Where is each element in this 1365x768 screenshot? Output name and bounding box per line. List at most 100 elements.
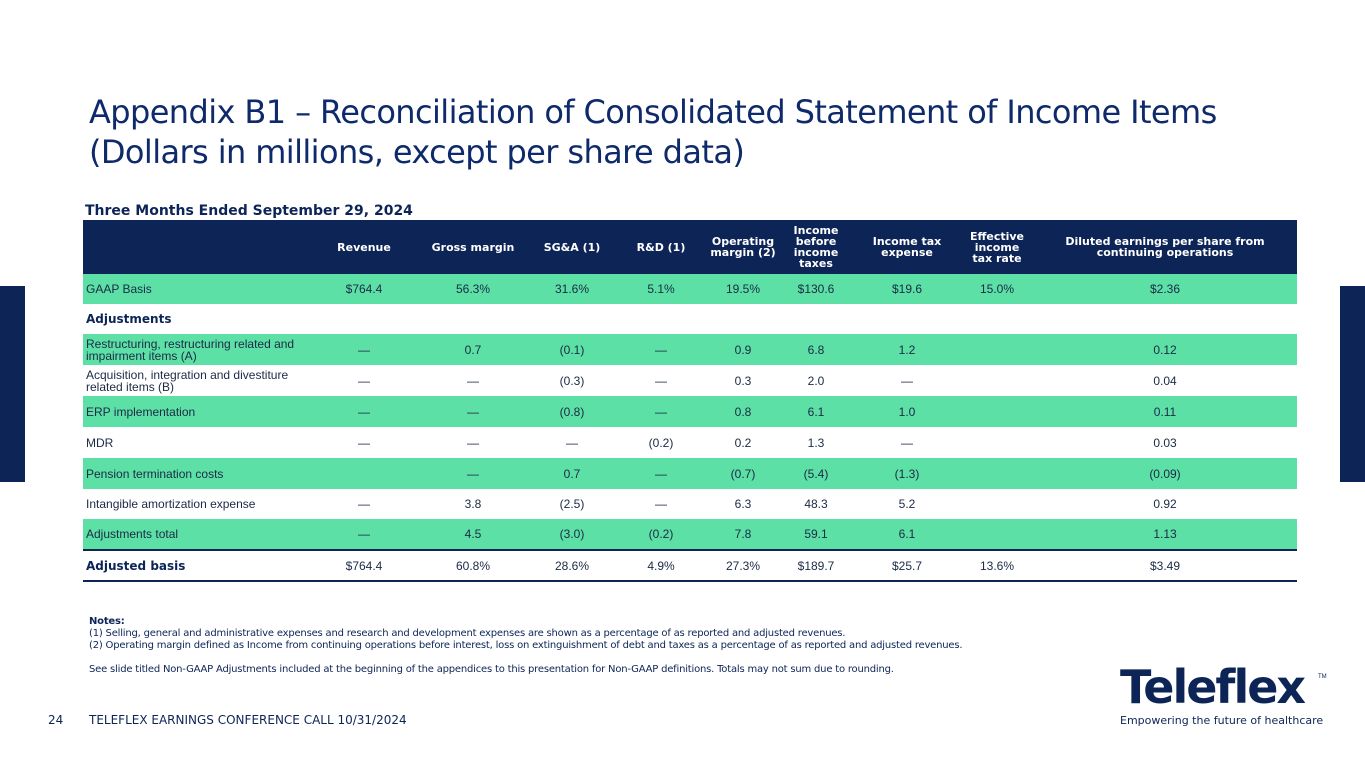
cell-income-before-taxes: $189.7 [779,550,853,582]
note-see-slide: See slide titled Non-GAAP Adjustments in… [89,664,894,675]
row-label: Pension termination costs [83,458,311,489]
cell-revenue: $764.4 [311,550,417,582]
logo-tagline: Empowering the future of healthcare [1120,714,1324,727]
table-row-intangible-amortization: Intangible amortization expense — 3.8 (2… [83,489,1297,519]
cell-rd: — [655,497,667,511]
page-number: 24 [48,713,64,727]
cell-revenue: — [311,519,417,551]
cell-gross-margin: 60.8% [417,550,529,582]
column-header-diluted-eps: Diluted earnings per share from continui… [1033,220,1297,274]
cell-income-before-taxes: 48.3 [804,497,828,511]
cell-rd: — [655,373,667,388]
right-accent-bar [1340,286,1365,482]
cell-diluted-eps: 0.03 [1153,435,1177,450]
cell-effective-tax-rate [961,365,1033,396]
footer-text: TELEFLEX EARNINGS CONFERENCE CALL 10/31/… [89,713,407,727]
cell-diluted-eps: 1.13 [1033,519,1297,551]
cell-operating-margin: 0.9 [707,334,779,365]
cell-effective-tax-rate [961,334,1033,365]
cell-effective-tax-rate [961,458,1033,489]
table-row-restructuring: Restructuring, restructuring related and… [83,334,1297,365]
table-row-mdr: MDR — — — (0.2) 0.2 1.3 — 0.03 [83,427,1297,458]
cell-diluted-eps: 0.04 [1153,373,1177,388]
cell-gross-margin: — [467,435,479,450]
cell-effective-tax-rate [961,489,1033,519]
cell-income-tax-expense: — [901,373,913,388]
adjustments-heading: Adjustments [86,312,172,326]
notes-block: Notes: (1) Selling, general and administ… [89,616,1089,676]
cell-operating-margin: 0.3 [734,373,752,388]
column-header-rd: R&D (1) [615,220,707,274]
cell-gross-margin: 56.3% [417,274,529,304]
note-1: (1) Selling, general and administrative … [89,628,846,639]
table-row-erp: ERP implementation — — (0.8) — 0.8 6.1 1… [83,396,1297,427]
cell-diluted-eps: $3.49 [1033,550,1297,582]
cell-income-before-taxes: 1.3 [807,435,825,450]
cell-gross-margin: 3.8 [464,497,482,511]
cell-revenue: — [358,435,370,450]
table-row-adjusted-basis: Adjusted basis $764.4 60.8% 28.6% 4.9% 2… [83,550,1297,582]
cell-operating-margin: 0.8 [707,396,779,427]
cell-gross-margin: — [417,396,529,427]
cell-operating-margin: (0.7) [707,458,779,489]
cell-sga: — [566,435,578,450]
cell-income-before-taxes: 6.1 [779,396,853,427]
row-label: MDR [86,435,114,450]
cell-rd: — [615,334,707,365]
cell-effective-tax-rate: 13.6% [961,550,1033,582]
column-header-operating-margin: Operating margin (2) [707,220,779,274]
slide-title: Appendix B1 – Reconciliation of Consolid… [89,92,1289,172]
cell-sga: (2.5) [559,497,585,511]
table-row-gaap-basis: GAAP Basis $764.4 56.3% 31.6% 5.1% 19.5%… [83,274,1297,304]
cell-revenue: $764.4 [311,274,417,304]
cell-operating-margin: 6.3 [734,497,752,511]
cell-gross-margin: — [467,373,479,388]
cell-income-tax-expense: 1.2 [853,334,961,365]
cell-rd: 5.1% [615,274,707,304]
notes-heading: Notes: [89,616,125,627]
row-label: Acquisition, integration and divestiture… [86,367,289,394]
column-header-income-tax-expense: Income tax expense [853,220,961,274]
teleflex-logo: Teleflex TM Empowering the future of hea… [1120,664,1330,730]
column-header-income-before-taxes: Income before income taxes [779,220,853,274]
slide-title-line-2: (Dollars in millions, except per share d… [89,133,745,171]
cell-income-tax-expense: $19.6 [853,274,961,304]
cell-operating-margin: 0.2 [734,435,752,450]
cell-income-tax-expense: 6.1 [853,519,961,551]
cell-rd: — [615,458,707,489]
logo-wordmark: Teleflex [1120,660,1306,714]
cell-gross-margin: 4.5 [417,519,529,551]
cell-income-tax-expense: $25.7 [853,550,961,582]
column-header-label [83,220,311,274]
cell-income-before-taxes: 59.1 [779,519,853,551]
cell-income-tax-expense: — [901,435,913,450]
cell-rd: 4.9% [615,550,707,582]
cell-income-before-taxes: (5.4) [779,458,853,489]
row-label: Adjusted basis [83,550,311,582]
table-row-adjustments-heading: Adjustments [83,304,1297,334]
cell-sga: (0.1) [529,334,615,365]
column-header-sga: SG&A (1) [529,220,615,274]
row-label: Intangible amortization expense [86,497,256,511]
cell-operating-margin: 7.8 [707,519,779,551]
cell-rd: (0.2) [648,435,674,450]
cell-sga: (3.0) [529,519,615,551]
cell-income-before-taxes: 6.8 [779,334,853,365]
cell-rd: — [615,396,707,427]
table-row-pension: Pension termination costs — 0.7 — (0.7) … [83,458,1297,489]
cell-sga: (0.3) [559,373,585,388]
row-label: ERP implementation [83,396,311,427]
cell-effective-tax-rate: 15.0% [961,274,1033,304]
cell-gross-margin: 0.7 [417,334,529,365]
cell-revenue: — [311,396,417,427]
cell-income-tax-expense: 5.2 [898,497,916,511]
column-header-revenue: Revenue [311,220,417,274]
logo-trademark: TM [1318,674,1327,680]
cell-revenue [311,458,417,489]
left-accent-bar [0,286,25,482]
note-2: (2) Operating margin defined as Income f… [89,640,963,651]
row-label: Restructuring, restructuring related and… [83,334,311,365]
cell-income-tax-expense: (1.3) [853,458,961,489]
cell-operating-margin: 27.3% [707,550,779,582]
row-label: Adjustments total [83,519,311,551]
